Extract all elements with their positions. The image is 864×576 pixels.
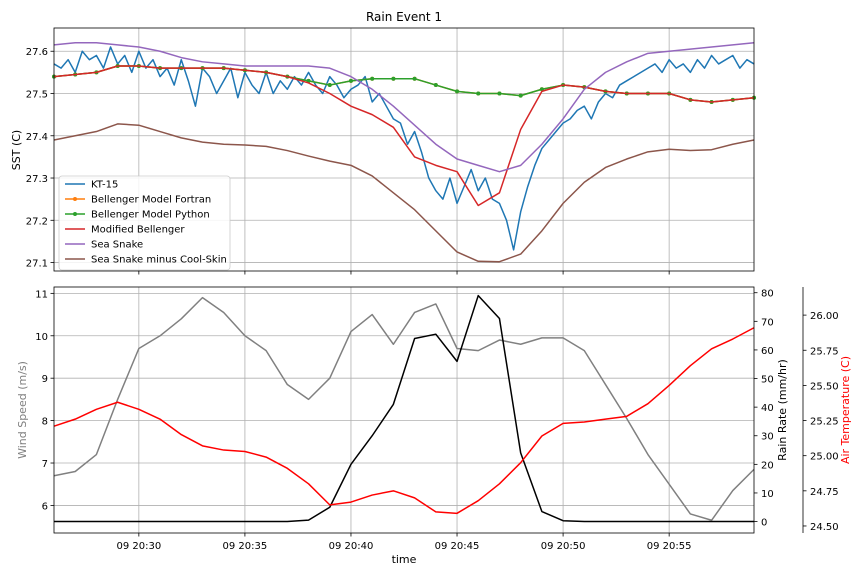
series-point-2 bbox=[433, 83, 438, 88]
series-line-4 bbox=[53, 42, 755, 173]
wind-y-tick-label: 9 bbox=[42, 374, 48, 385]
series-point-2 bbox=[327, 83, 332, 88]
air-y-tick-label: 25.75 bbox=[810, 346, 839, 357]
series-point-2 bbox=[539, 87, 544, 92]
bottom-series bbox=[53, 294, 755, 523]
series-line-0 bbox=[53, 46, 755, 251]
legend-label-5: Sea Snake minus Cool-Skin bbox=[91, 255, 227, 266]
wind-rain-air-panel: 6 7 8 9 10 11 0 10 20 30 40 50 60 70 80 24.50 24.75 25.00… bbox=[16, 286, 852, 566]
rain-y-tick-label: 60 bbox=[761, 346, 774, 357]
series-point-2 bbox=[348, 78, 353, 83]
rain-y-tick-label: 20 bbox=[761, 460, 774, 471]
sst-y-tick-label: 27.6 bbox=[26, 47, 48, 58]
bottom-y-ticks: 6 7 8 9 10 11 0 10 20 30 40 50 60 70 80 24.50 24.75 25.00… bbox=[35, 289, 838, 533]
series-point-2 bbox=[306, 78, 311, 83]
air-y-tick-label: 25.50 bbox=[810, 381, 839, 392]
x-tick-label: 09 20:50 bbox=[541, 541, 586, 552]
x-tick-label: 09 20:40 bbox=[329, 541, 374, 552]
sst-y-tick-label: 27.2 bbox=[26, 216, 48, 227]
sst-y-tick-label: 27.1 bbox=[26, 259, 48, 270]
rain-y-tick-label: 30 bbox=[761, 432, 774, 443]
series-line-5 bbox=[53, 123, 755, 263]
sst-y-tick-label: 27.3 bbox=[26, 174, 48, 185]
series-point-2 bbox=[391, 76, 396, 81]
wind-y-tick-label: 10 bbox=[35, 332, 48, 343]
x-tick-label: 09 20:55 bbox=[647, 541, 692, 552]
sst-axes-frame bbox=[53, 27, 755, 272]
legend-label-3: Modified Bellenger bbox=[91, 225, 185, 236]
sst-y-tick-label: 27.5 bbox=[26, 90, 48, 101]
series-point-2 bbox=[455, 89, 460, 94]
chart-title: Rain Event 1 bbox=[366, 10, 442, 24]
series-point-2 bbox=[370, 76, 375, 81]
wind-speed-axis-label: Wind Speed (m/s) bbox=[16, 361, 29, 459]
rain-y-tick-label: 40 bbox=[761, 403, 774, 414]
series-point-2 bbox=[497, 91, 502, 96]
air-temperature-axis-label: Air Temperature (C) bbox=[839, 356, 852, 464]
bottom-axes-frame bbox=[53, 286, 755, 534]
rain-y-tick-label: 0 bbox=[761, 518, 767, 529]
sst-y-ticks: 27.1 27.2 27.3 27.4 27.5 27.6 bbox=[26, 47, 54, 270]
legend-box bbox=[58, 175, 231, 271]
legend-label-2: Bellenger Model Python bbox=[91, 210, 210, 221]
legend-label-0: KT-15 bbox=[91, 180, 118, 191]
series-point-2 bbox=[518, 93, 523, 98]
wind-y-tick-label: 11 bbox=[35, 289, 48, 300]
series-line-2 bbox=[53, 65, 755, 103]
sst-x-ticks bbox=[138, 271, 670, 275]
sst-series bbox=[52, 42, 756, 263]
bottom-grid bbox=[54, 287, 754, 533]
wind-speed-line bbox=[53, 296, 755, 522]
sst-y-tick-label: 27.4 bbox=[26, 132, 48, 143]
rain-y-tick-label: 50 bbox=[761, 375, 774, 386]
rain-y-tick-label: 80 bbox=[761, 289, 774, 300]
air-y-tick-label: 25.00 bbox=[810, 452, 839, 463]
legend-label-1: Bellenger Model Fortran bbox=[91, 195, 211, 206]
legend-swatch-marker-1 bbox=[73, 197, 77, 201]
wind-y-tick-label: 6 bbox=[42, 501, 48, 512]
bottom-x-ticks: 09 20:30 09 20:35 09 20:40 09 20:45 09 20:50… bbox=[116, 533, 692, 552]
air-y-tick-label: 24.50 bbox=[810, 522, 839, 533]
series-line-3 bbox=[53, 65, 755, 207]
sst-panel: Rain Event 1 27.1 27.2 27.3 27.4 27.5 27.6 SS… bbox=[10, 10, 756, 275]
air-y-tick-label: 26.00 bbox=[810, 311, 839, 322]
legend-label-4: Sea Snake bbox=[91, 240, 143, 251]
series-line-1 bbox=[53, 65, 755, 103]
sst-legend: KT-15 Bellenger Model Fortran Bellenger Mo… bbox=[58, 175, 231, 271]
x-axis-label: time bbox=[392, 553, 417, 566]
air-y-tick-label: 25.25 bbox=[810, 417, 839, 428]
x-tick-label: 09 20:35 bbox=[223, 541, 268, 552]
x-tick-label: 09 20:45 bbox=[435, 541, 480, 552]
air-y-tick-label: 24.75 bbox=[810, 487, 839, 498]
rain-rate-axis-label: Rain Rate (mm/hr) bbox=[776, 359, 789, 461]
air-temperature-line bbox=[53, 327, 755, 515]
rain-y-tick-label: 70 bbox=[761, 317, 774, 328]
sst-y-label: SST (C) bbox=[10, 130, 23, 170]
rain-y-tick-label: 10 bbox=[761, 489, 774, 500]
series-point-2 bbox=[476, 91, 481, 96]
rain-rate-line bbox=[54, 294, 754, 523]
series-point-2 bbox=[412, 76, 417, 81]
wind-y-tick-label: 8 bbox=[42, 417, 48, 428]
legend-swatch-marker-2 bbox=[73, 212, 77, 216]
x-tick-label: 09 20:30 bbox=[116, 541, 161, 552]
wind-y-tick-label: 7 bbox=[42, 459, 48, 470]
